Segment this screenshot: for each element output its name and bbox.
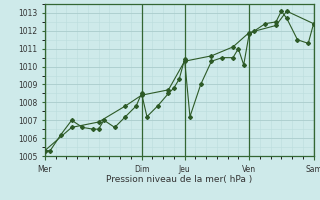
X-axis label: Pression niveau de la mer( hPa ): Pression niveau de la mer( hPa ) bbox=[106, 175, 252, 184]
